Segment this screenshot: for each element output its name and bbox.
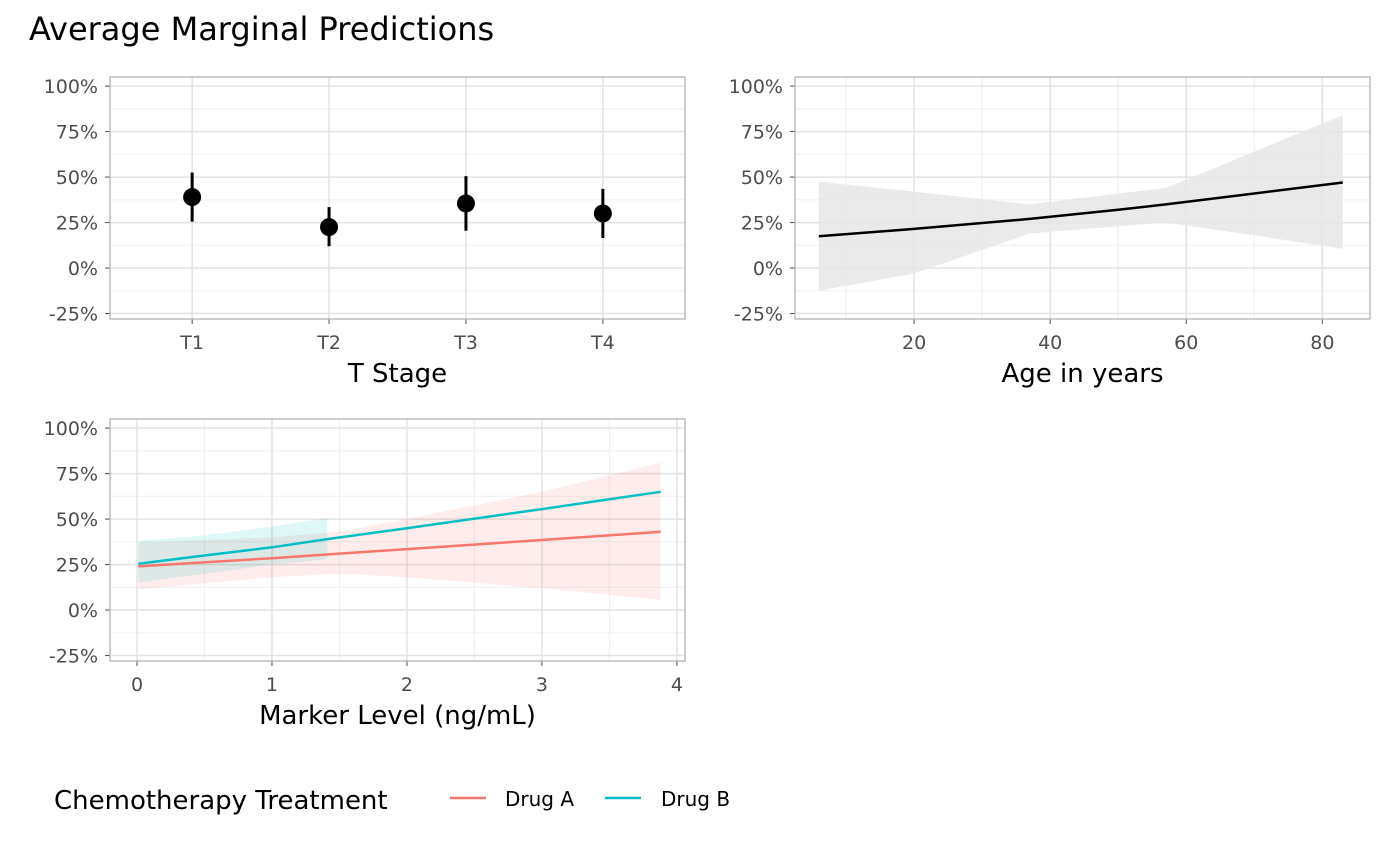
prediction-line [818,181,1343,238]
plot-title: Average Marginal Predictions [29,10,494,48]
x-tick-label: 40 [1038,332,1062,354]
y-tick-label: 0% [753,258,783,280]
panel-1: -25% 0% 25% 50% 75% 100% T1 T2 T3 T4 T Stage [44,76,686,389]
legend: Chemotherapy Treatment Drug A Drug B [54,786,730,816]
y-tick-label: 75% [56,122,98,144]
y-tick-label: -25% [49,304,98,326]
data-point [320,218,339,237]
x-tick-label: 4 [671,674,683,696]
y-tick-label: 100% [44,76,98,98]
legend-label: Drug B [661,787,730,811]
legend-title: Chemotherapy Treatment [54,786,388,816]
y-tick-label: -25% [49,646,98,668]
data-point [456,194,475,213]
x-tick-label: T4 [590,332,615,354]
y-tick-label: 25% [741,213,783,235]
x-tick-label: T1 [179,332,204,354]
ci-ribbon-drug-b [138,518,328,583]
y-tick-label: 50% [741,167,783,189]
x-tick-label: 2 [401,674,413,696]
y-tick-label: 50% [56,509,98,531]
x-axis-label: Marker Level (ng/mL) [259,701,536,731]
x-axis-label: T Stage [347,359,447,389]
data-point [593,204,612,223]
panel-3: -25% 0% 25% 50% 75% 100% 0 1 2 3 4 Marker Level (ng… [44,418,686,731]
legend-label: Drug A [505,787,574,811]
x-tick-label: 3 [536,674,548,696]
series-line-drug-b [138,490,661,565]
x-tick-label: 1 [266,674,278,696]
panel-border [794,76,1371,320]
x-tick-label: T3 [453,332,478,354]
x-tick-label: 60 [1174,332,1198,354]
panel-2: -25% 0% 25% 50% 75% 100% 20 40 60 80 Age in years [729,76,1371,389]
y-tick-label: 25% [56,555,98,577]
series-line-drug-a [138,530,661,568]
panel-border [109,76,686,320]
panels-group: -25%0%25%50%75%100%T1 T2 T3 T4T Stage-25%0%… [44,76,1371,731]
y-tick-label: 100% [44,418,98,440]
ci-ribbon [818,115,1343,291]
y-tick-label: -25% [734,304,783,326]
y-tick-label: 0% [68,600,98,622]
panel-border [109,418,686,662]
x-tick-label: T2 [316,332,341,354]
ci-ribbon-drug-a [138,462,661,600]
y-tick-label: 100% [729,76,783,98]
y-tick-label: 0% [68,258,98,280]
y-tick-label: 75% [741,122,783,144]
y-tick-label: 75% [56,464,98,486]
x-tick-label: 20 [902,332,926,354]
x-axis-label: Age in years [1001,359,1163,389]
x-tick-label: 80 [1310,332,1334,354]
x-tick-label: 0 [131,674,143,696]
y-tick-label: 25% [56,213,98,235]
y-tick-label: 50% [56,167,98,189]
data-point [183,188,202,207]
